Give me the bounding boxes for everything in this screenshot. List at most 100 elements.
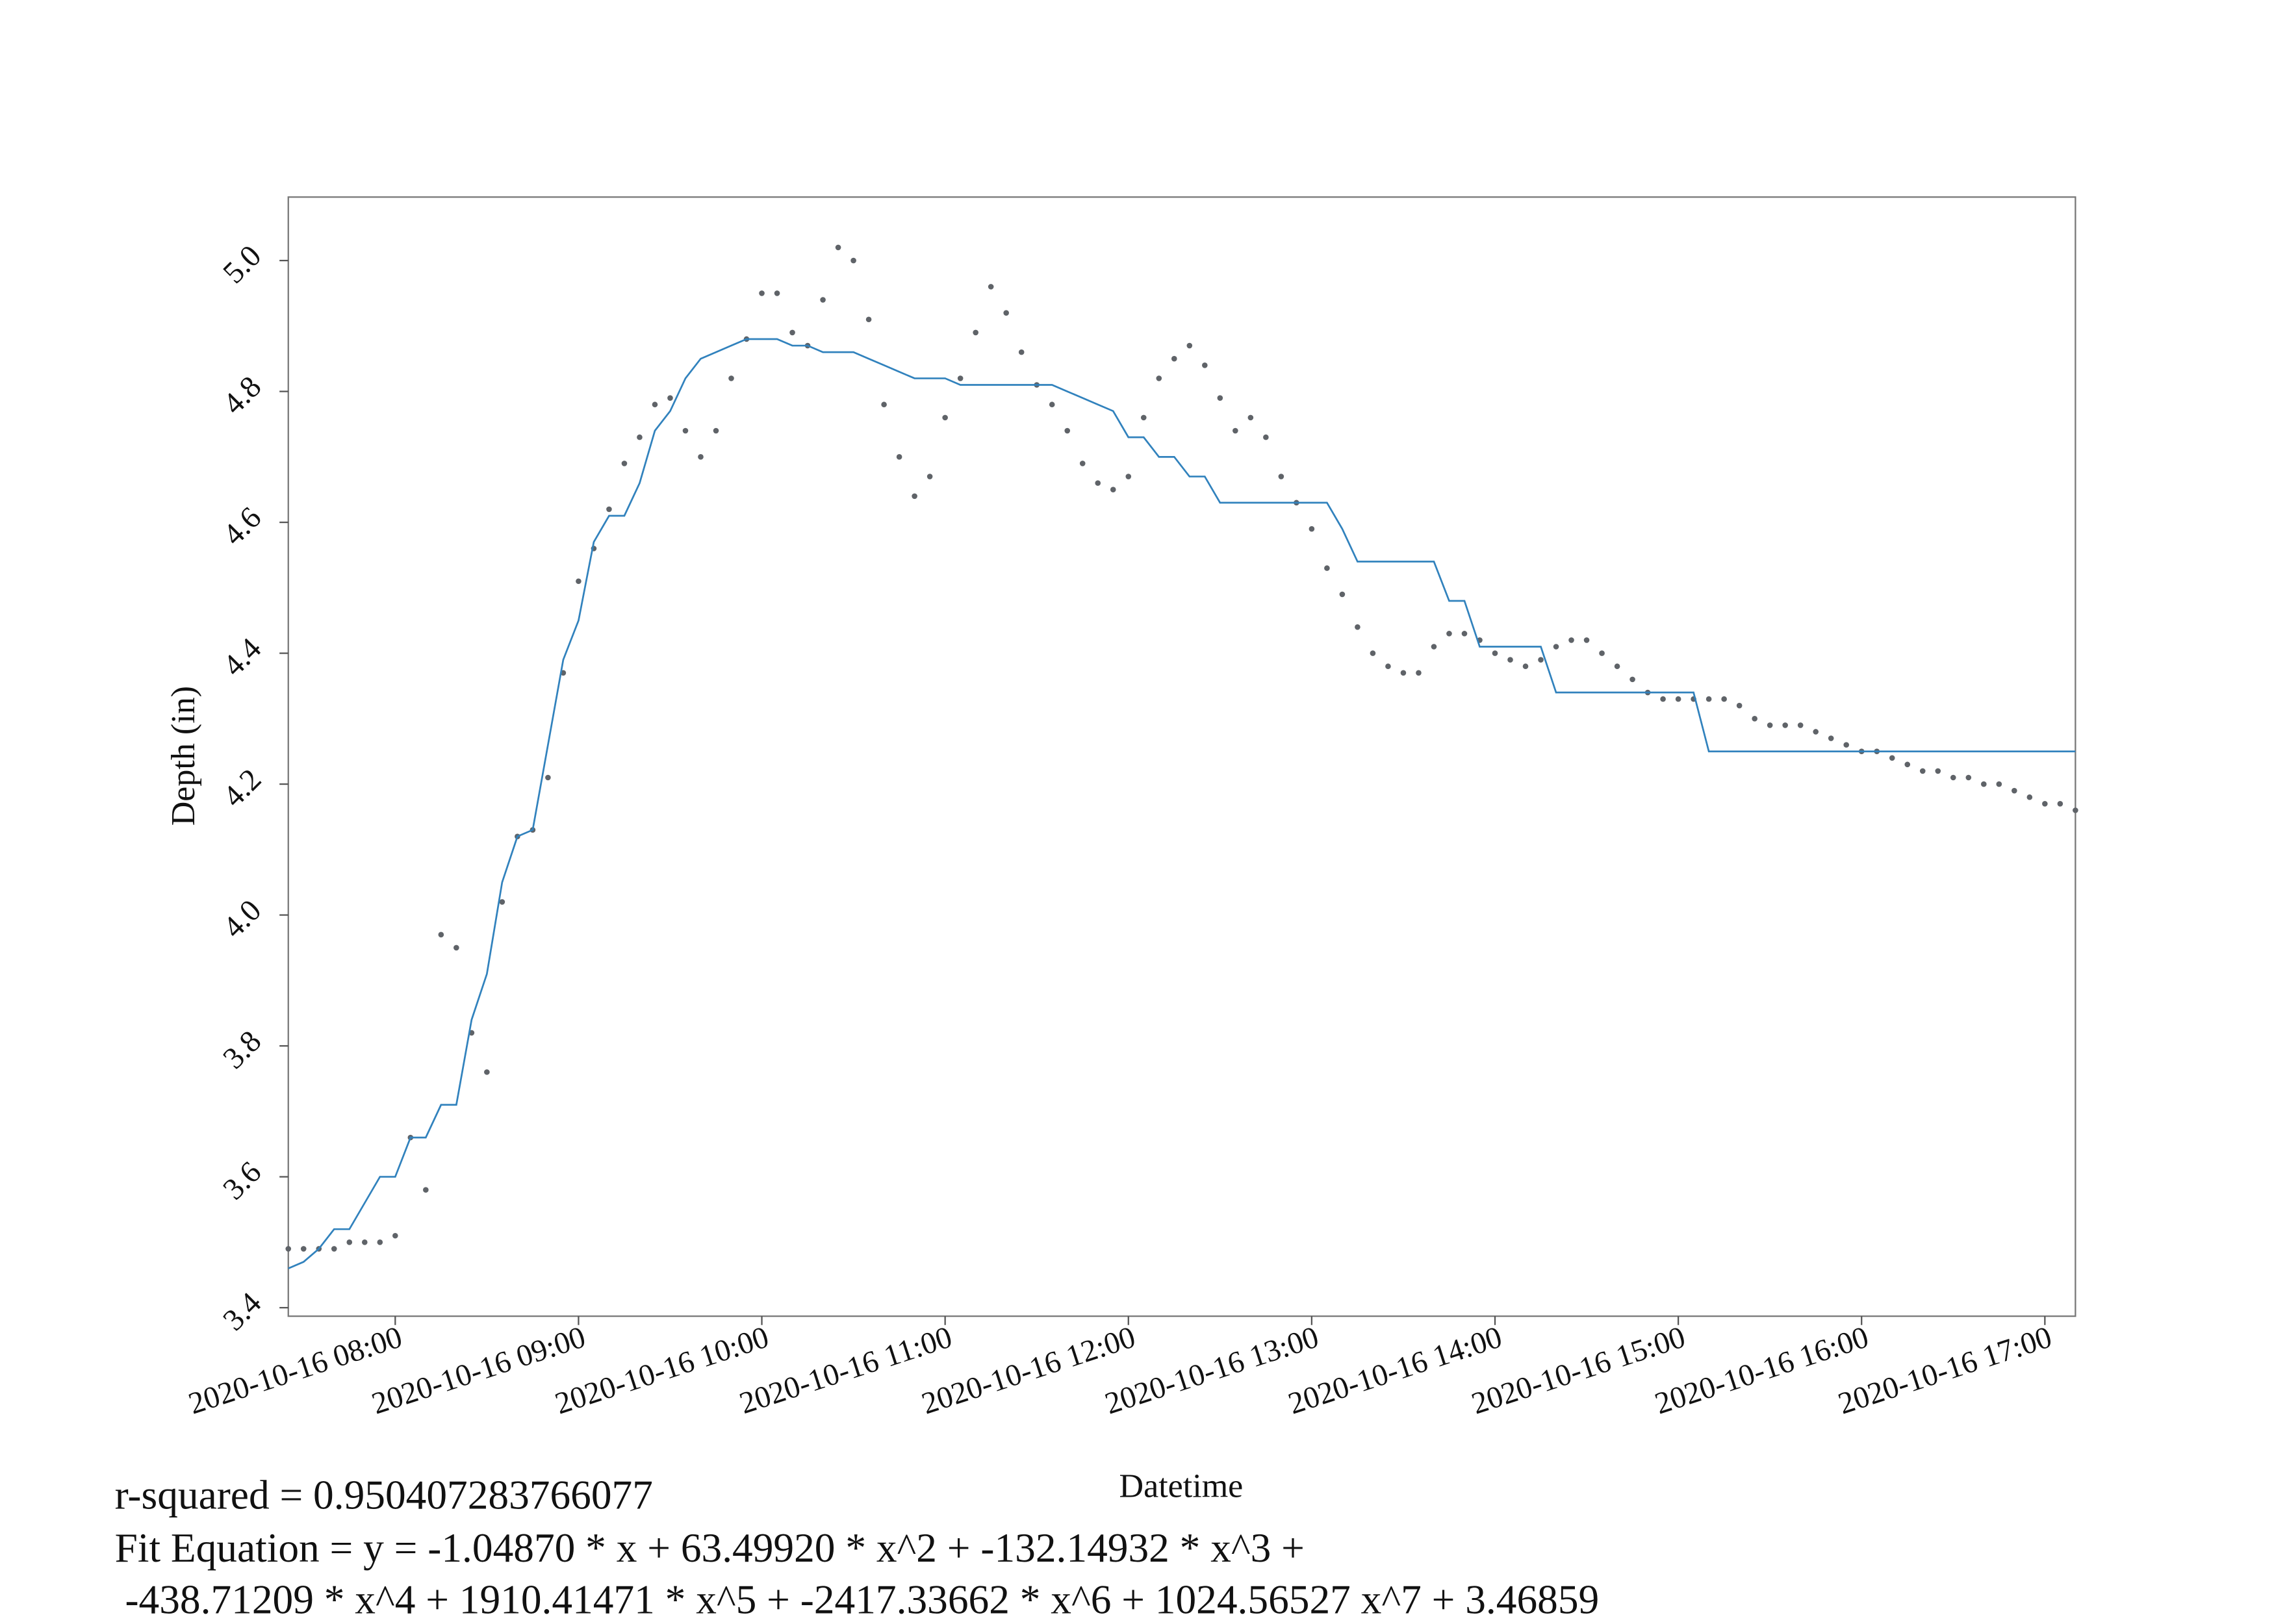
data-point — [637, 434, 643, 440]
data-point — [988, 284, 994, 290]
data-point — [454, 945, 459, 951]
data-point — [973, 329, 978, 336]
data-point — [698, 454, 704, 460]
data-point — [1813, 729, 1819, 735]
data-point — [1797, 722, 1804, 728]
data-point — [1278, 474, 1284, 479]
data-point — [912, 493, 917, 500]
data-point — [1003, 310, 1009, 316]
data-point — [820, 297, 826, 303]
y-tick-label: 4.4 — [217, 631, 268, 683]
data-point — [1431, 644, 1437, 650]
data-point — [1583, 637, 1590, 643]
data-point — [2026, 794, 2033, 800]
data-point — [499, 899, 505, 905]
y-tick-label: 4.2 — [217, 763, 268, 814]
data-point — [285, 1246, 292, 1252]
data-point — [1782, 722, 1788, 728]
data-point — [926, 474, 933, 479]
data-point — [1171, 355, 1177, 362]
data-point — [1217, 395, 1223, 401]
data-point — [1095, 480, 1101, 486]
data-point — [865, 316, 872, 323]
data-point — [484, 1069, 490, 1075]
data-point — [1935, 768, 1941, 774]
data-point — [1706, 696, 1712, 702]
data-point — [1614, 663, 1620, 670]
y-tick-label: 3.8 — [217, 1024, 268, 1076]
y-tick-label: 5.0 — [217, 239, 268, 290]
data-point — [1950, 774, 1956, 781]
data-point — [835, 244, 841, 251]
annotation: -438.71209 * x^4 + 1910.41471 * x^5 + -2… — [115, 1577, 1600, 1622]
data-point — [1263, 434, 1269, 440]
data-point — [1675, 696, 1681, 702]
data-point — [1538, 657, 1544, 663]
data-point — [1752, 716, 1757, 722]
data-point — [576, 578, 581, 585]
y-tick-label: 3.4 — [217, 1286, 268, 1338]
data-point — [728, 375, 734, 381]
data-point — [1018, 349, 1025, 355]
data-point — [713, 427, 719, 434]
data-point — [1553, 644, 1559, 650]
data-point — [361, 1239, 368, 1245]
data-point — [1904, 761, 1911, 768]
data-point — [1522, 663, 1529, 670]
data-point — [423, 1187, 429, 1193]
data-point — [300, 1246, 307, 1252]
data-point — [1889, 755, 1895, 761]
data-point — [850, 257, 856, 264]
y-axis-label: Depth (in) — [165, 686, 202, 826]
data-point — [606, 506, 612, 513]
data-point — [1247, 414, 1254, 421]
data-point — [1736, 702, 1743, 709]
data-point — [1767, 722, 1773, 728]
data-point — [1629, 676, 1635, 683]
data-point — [1492, 650, 1498, 656]
data-point — [1980, 781, 1987, 787]
data-point — [774, 290, 780, 296]
data-point — [331, 1246, 337, 1252]
data-point — [1355, 624, 1361, 630]
x-tick-label: 2020-10-16 10:00 — [551, 1320, 773, 1421]
annotation: Fit Equation = y = -1.04870 * x + 63.499… — [115, 1525, 1305, 1571]
data-point — [1828, 735, 1834, 741]
y-tick-label: 4.0 — [217, 893, 268, 945]
data-point — [1324, 565, 1330, 571]
data-point — [2042, 801, 2048, 807]
data-point — [1202, 362, 1208, 368]
data-point — [1507, 657, 1513, 663]
data-point — [346, 1239, 353, 1245]
data-point — [2012, 787, 2017, 794]
data-point — [1233, 427, 1238, 434]
y-tick-label: 3.6 — [217, 1155, 268, 1206]
data-point — [1140, 414, 1147, 421]
data-point — [621, 461, 628, 466]
data-point — [1064, 427, 1071, 434]
plot-frame — [287, 196, 2076, 1317]
data-point — [667, 395, 673, 401]
data-point — [1385, 663, 1391, 670]
data-point — [1125, 474, 1132, 479]
data-point — [942, 414, 948, 421]
data-point — [545, 774, 551, 781]
data-point — [1461, 631, 1468, 637]
data-point — [682, 427, 689, 434]
data-point — [789, 329, 795, 336]
data-point — [1079, 461, 1086, 466]
data-point — [652, 401, 658, 408]
data-point — [1339, 591, 1346, 598]
data-point — [1919, 768, 1926, 774]
data-point — [438, 932, 444, 938]
data-point — [2057, 801, 2063, 807]
data-point — [896, 454, 902, 460]
data-point — [1400, 670, 1407, 676]
data-point — [1156, 375, 1162, 381]
data-point — [1446, 631, 1452, 637]
data-point — [1599, 650, 1605, 656]
data-point — [1660, 696, 1666, 702]
data-point — [1186, 342, 1193, 349]
